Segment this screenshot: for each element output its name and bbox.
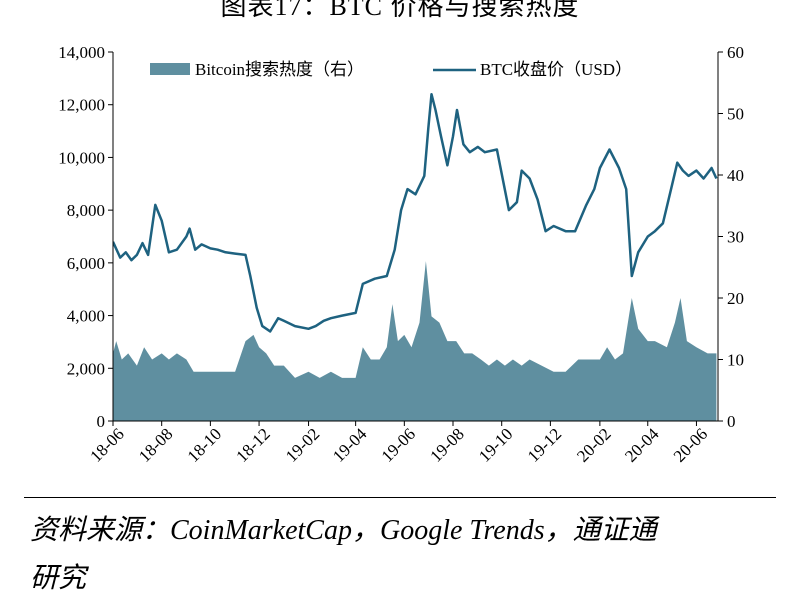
- y-left-tick-label: 14,000: [58, 43, 105, 62]
- y-right-tick-label: 20: [727, 289, 744, 308]
- x-tick-label: 18-06: [86, 424, 127, 465]
- price-line-layer: [113, 92, 718, 333]
- y-right-tick-label: 60: [727, 43, 744, 62]
- x-tick-label: 19-08: [426, 424, 467, 465]
- x-tick-label: 18-10: [184, 424, 225, 465]
- x-tick-label: 19-02: [282, 424, 323, 465]
- legend-line-label: BTC收盘价（USD）: [480, 60, 632, 79]
- search-volume-area: [113, 261, 717, 421]
- y-left-tick-label: 0: [97, 412, 106, 431]
- x-tick-label: 19-10: [475, 424, 516, 465]
- y-left-tick-label: 10,000: [58, 148, 105, 167]
- source-divider: [24, 497, 776, 498]
- chart-title: 图表17：BTC 价格与搜索热度: [220, 0, 580, 21]
- y-right-tick-label: 40: [727, 166, 744, 185]
- x-tick-label: 20-02: [573, 424, 614, 465]
- x-tick-label: 19-06: [378, 424, 419, 465]
- legend: Bitcoin搜索热度（右） BTC收盘价（USD）: [150, 60, 632, 79]
- x-tick-label: 20-06: [670, 424, 711, 465]
- y-left-tick-label: 4,000: [67, 307, 105, 326]
- legend-area-swatch: [150, 63, 190, 75]
- x-tick-label: 20-04: [621, 424, 663, 466]
- chart-canvas: 0 2,000 4,000 6,000 8,000 10,000 12,000 14,000 0…: [58, 43, 744, 466]
- y-left-tick-label: 2,000: [67, 359, 105, 378]
- y-right-tick-label: 10: [727, 351, 744, 370]
- x-tick-label: 19-04: [329, 424, 371, 466]
- y-right-tick-label: 0: [727, 412, 736, 431]
- y-right-tick-label: 50: [727, 105, 744, 124]
- y-right-tick-label: 30: [727, 228, 744, 247]
- x-tick-label: 18-12: [232, 424, 273, 465]
- btc-price-line: [113, 92, 718, 333]
- source-note: 资料来源：CoinMarketCap，Google Trends，通证通: [30, 515, 657, 546]
- legend-area-label: Bitcoin搜索热度（右）: [195, 60, 364, 79]
- y-left-tick-label: 6,000: [67, 254, 105, 273]
- source-note-continued: 研究: [30, 563, 87, 594]
- x-tick-label: 18-08: [135, 424, 176, 465]
- y-left-tick-label: 8,000: [67, 201, 105, 220]
- x-tick-label: 19-12: [524, 424, 565, 465]
- search-area-layer: [113, 261, 717, 421]
- y-left-tick-label: 12,000: [58, 96, 105, 115]
